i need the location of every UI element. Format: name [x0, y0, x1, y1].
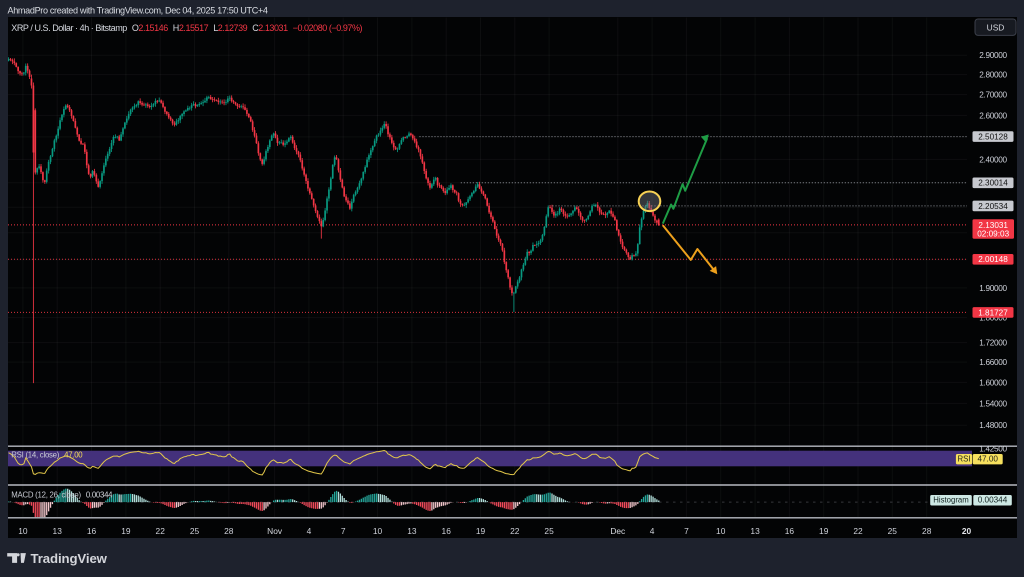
svg-text:19: 19 [476, 526, 486, 536]
svg-text:2.30014: 2.30014 [978, 179, 1008, 188]
svg-text:13: 13 [750, 526, 760, 536]
svg-text:16: 16 [785, 526, 795, 536]
svg-text:XRP / U.S. Dollar · 4h · Bitst: XRP / U.S. Dollar · 4h · Bitstamp O2.1514… [11, 23, 362, 33]
svg-text:2.90000: 2.90000 [979, 51, 1007, 60]
svg-text:1.48000: 1.48000 [979, 421, 1007, 430]
svg-text:TradingView: TradingView [31, 551, 108, 566]
svg-text:10: 10 [373, 526, 383, 536]
svg-text:13: 13 [407, 526, 417, 536]
svg-text:Dec: Dec [610, 526, 625, 536]
svg-text:7: 7 [684, 526, 689, 536]
svg-text:2.00148: 2.00148 [978, 255, 1008, 264]
svg-text:RSI: RSI [958, 455, 971, 464]
svg-text:02:09:03: 02:09:03 [977, 230, 1009, 239]
svg-text:2.80000: 2.80000 [979, 71, 1007, 80]
svg-text:AhmadPro created with TradingV: AhmadPro created with TradingView.com, D… [8, 6, 268, 16]
svg-text:1.72000: 1.72000 [979, 339, 1007, 348]
svg-text:22: 22 [853, 526, 863, 536]
svg-text:4: 4 [307, 526, 312, 536]
svg-text:1.54000: 1.54000 [979, 399, 1007, 408]
svg-text:25: 25 [888, 526, 898, 536]
svg-text:2.60000: 2.60000 [979, 111, 1007, 120]
svg-text:2.50128: 2.50128 [978, 133, 1008, 142]
svg-text:0.00344: 0.00344 [978, 496, 1008, 505]
svg-text:1.80000: 1.80000 [979, 314, 1007, 323]
svg-text:4: 4 [650, 526, 655, 536]
svg-text:1.42500: 1.42500 [979, 445, 1007, 454]
svg-text:1.66000: 1.66000 [979, 358, 1007, 367]
svg-text:10: 10 [716, 526, 726, 536]
svg-text:USD: USD [987, 23, 1005, 33]
svg-text:7: 7 [341, 526, 346, 536]
svg-text:1.90000: 1.90000 [979, 284, 1007, 293]
svg-text:22: 22 [156, 526, 166, 536]
svg-text:25: 25 [544, 526, 554, 536]
svg-text:Nov: Nov [267, 526, 283, 536]
svg-text:19: 19 [121, 526, 131, 536]
svg-text:28: 28 [922, 526, 932, 536]
svg-text:20: 20 [962, 526, 972, 536]
svg-text:2.20534: 2.20534 [978, 202, 1008, 211]
svg-text:2.40000: 2.40000 [979, 155, 1007, 164]
svg-text:1.60000: 1.60000 [979, 378, 1007, 387]
svg-text:1.81727: 1.81727 [978, 308, 1008, 317]
svg-text:13: 13 [53, 526, 63, 536]
svg-text:19: 19 [819, 526, 829, 536]
svg-text:16: 16 [87, 526, 97, 536]
svg-text:2.70000: 2.70000 [979, 91, 1007, 100]
svg-text:25: 25 [190, 526, 200, 536]
svg-text:Histogram: Histogram [933, 496, 969, 505]
svg-text:RSI (14, close)47.00: RSI (14, close) 47.00 [11, 451, 83, 460]
svg-text:16: 16 [442, 526, 452, 536]
svg-text:22: 22 [510, 526, 520, 536]
svg-text:28: 28 [224, 526, 234, 536]
svg-text:2.13031: 2.13031 [978, 221, 1008, 230]
svg-text:47.00: 47.00 [977, 455, 998, 464]
svg-text:MACD (12, 26, close)0.00344: MACD (12, 26, close) 0.00344 [11, 490, 113, 499]
svg-text:10: 10 [18, 526, 28, 536]
